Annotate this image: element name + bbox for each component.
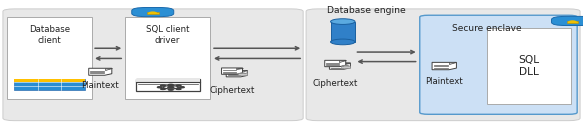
Circle shape	[168, 87, 174, 88]
Polygon shape	[329, 63, 350, 69]
Circle shape	[168, 84, 173, 85]
Bar	[331, 22, 355, 42]
Polygon shape	[105, 68, 112, 70]
FancyBboxPatch shape	[132, 7, 174, 17]
Polygon shape	[325, 60, 346, 67]
Circle shape	[161, 85, 166, 86]
Text: SQL client
driver: SQL client driver	[146, 25, 189, 45]
Circle shape	[176, 88, 181, 89]
Bar	[147, 12, 159, 14]
Circle shape	[176, 85, 181, 86]
Bar	[14, 79, 85, 82]
Bar	[7, 17, 92, 99]
Bar	[136, 79, 200, 82]
Circle shape	[161, 88, 166, 89]
Polygon shape	[89, 68, 112, 75]
Ellipse shape	[331, 39, 355, 45]
Bar	[14, 79, 85, 90]
Ellipse shape	[331, 19, 355, 24]
Circle shape	[180, 87, 184, 88]
Text: Database engine: Database engine	[326, 6, 406, 15]
Polygon shape	[241, 70, 247, 72]
Bar	[136, 79, 200, 91]
Polygon shape	[432, 62, 456, 70]
Circle shape	[157, 87, 162, 88]
Text: Plaintext: Plaintext	[426, 77, 463, 86]
FancyBboxPatch shape	[420, 15, 577, 114]
Bar	[487, 28, 571, 104]
Text: SQL
DLL: SQL DLL	[518, 55, 540, 77]
Polygon shape	[449, 62, 456, 64]
Polygon shape	[222, 68, 243, 74]
FancyBboxPatch shape	[3, 9, 303, 121]
Bar	[238, 73, 247, 75]
Polygon shape	[344, 63, 350, 64]
FancyBboxPatch shape	[306, 9, 580, 121]
Bar	[125, 17, 210, 99]
Text: Secure enclave: Secure enclave	[452, 24, 522, 33]
Polygon shape	[236, 68, 243, 69]
Polygon shape	[226, 70, 247, 77]
Text: Ciphertext: Ciphertext	[312, 79, 358, 88]
Bar	[567, 21, 578, 23]
Polygon shape	[339, 60, 346, 62]
Circle shape	[168, 89, 173, 90]
Text: Database
client: Database client	[29, 25, 70, 45]
Text: Plaintext: Plaintext	[82, 81, 119, 90]
Bar	[341, 66, 350, 68]
Text: Ciphertext: Ciphertext	[209, 86, 255, 95]
FancyBboxPatch shape	[552, 16, 583, 26]
